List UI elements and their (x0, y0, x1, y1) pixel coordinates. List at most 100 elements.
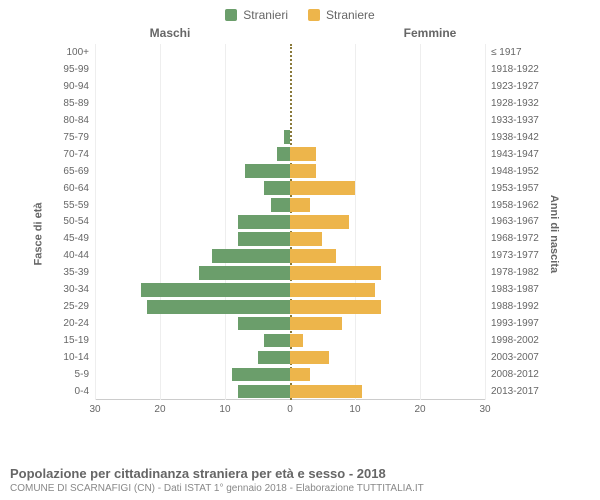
birth-year-label: 1988-1992 (485, 301, 539, 312)
bar-female (290, 317, 342, 331)
bar-male (277, 147, 290, 161)
pyramid-row: 70-741943-1947 (95, 146, 485, 163)
birth-year-label: ≤ 1917 (485, 47, 522, 58)
bar-male (271, 198, 291, 212)
bar-male (264, 334, 290, 348)
bar-female (290, 300, 381, 314)
header-female: Femmine (300, 26, 600, 40)
pyramid-row: 55-591958-1962 (95, 197, 485, 214)
x-tick: 20 (154, 404, 165, 415)
birth-year-label: 1948-1952 (485, 166, 539, 177)
age-label: 5-9 (75, 369, 95, 380)
chart-subtitle: COMUNE DI SCARNAFIGI (CN) - Dati ISTAT 1… (10, 483, 590, 494)
plot-region: 100+≤ 191795-991918-192290-941923-192785… (95, 44, 485, 400)
birth-year-label: 1928-1932 (485, 98, 539, 109)
birth-year-label: 1958-1962 (485, 200, 539, 211)
x-tick: 0 (287, 404, 293, 415)
pyramid-row: 85-891928-1932 (95, 95, 485, 112)
pyramid-row: 90-941923-1927 (95, 78, 485, 95)
age-label: 55-59 (63, 200, 95, 211)
age-label: 40-44 (63, 250, 95, 261)
bar-female (290, 249, 336, 263)
age-label: 50-54 (63, 216, 95, 227)
age-label: 65-69 (63, 166, 95, 177)
birth-year-label: 2003-2007 (485, 352, 539, 363)
birth-year-label: 1993-1997 (485, 318, 539, 329)
birth-year-label: 1923-1927 (485, 81, 539, 92)
bar-female (290, 232, 322, 246)
age-label: 35-39 (63, 267, 95, 278)
age-label: 80-84 (63, 115, 95, 126)
chart-area: Fasce di età Anni di nascita 100+≤ 19179… (55, 44, 545, 424)
bar-female (290, 266, 381, 280)
y-axis-label-left: Fasce di età (32, 203, 44, 266)
bar-male (232, 368, 291, 382)
bar-male (245, 164, 291, 178)
age-label: 70-74 (63, 149, 95, 160)
age-label: 85-89 (63, 98, 95, 109)
pyramid-row: 65-691948-1952 (95, 163, 485, 180)
legend-swatch-male (225, 9, 237, 21)
legend-swatch-female (308, 9, 320, 21)
pyramid-row: 100+≤ 1917 (95, 44, 485, 61)
x-tick: 30 (89, 404, 100, 415)
birth-year-label: 1983-1987 (485, 284, 539, 295)
bar-female (290, 181, 355, 195)
bar-male (238, 215, 290, 229)
pyramid-row: 60-641953-1957 (95, 180, 485, 197)
pyramid-row: 80-841933-1937 (95, 112, 485, 129)
x-tick: 10 (219, 404, 230, 415)
pyramid-row: 0-42013-2017 (95, 383, 485, 400)
pyramid-row: 15-191998-2002 (95, 332, 485, 349)
bar-male (238, 317, 290, 331)
bar-male (141, 283, 290, 297)
bar-male (147, 300, 290, 314)
bar-female (290, 164, 316, 178)
bar-male (199, 266, 290, 280)
y-axis-label-right: Anni di nascita (548, 195, 560, 273)
x-tick: 20 (414, 404, 425, 415)
bar-male (258, 351, 290, 365)
bar-female (290, 351, 329, 365)
birth-year-label: 1918-1922 (485, 64, 539, 75)
birth-year-label: 1953-1957 (485, 183, 539, 194)
birth-year-label: 1973-1977 (485, 250, 539, 261)
age-label: 100+ (66, 47, 95, 58)
pyramid-row: 45-491968-1972 (95, 230, 485, 247)
pyramid-row: 40-441973-1977 (95, 247, 485, 264)
pyramid-row: 25-291988-1992 (95, 298, 485, 315)
age-label: 25-29 (63, 301, 95, 312)
age-label: 45-49 (63, 233, 95, 244)
age-label: 10-14 (63, 352, 95, 363)
pyramid-row: 50-541963-1967 (95, 214, 485, 231)
bar-female (290, 147, 316, 161)
bar-female (290, 368, 310, 382)
pyramid-row: 75-791938-1942 (95, 129, 485, 146)
chart-title: Popolazione per cittadinanza straniera p… (10, 466, 590, 481)
pyramid-row: 20-241993-1997 (95, 315, 485, 332)
birth-year-label: 1978-1982 (485, 267, 539, 278)
bar-male (238, 385, 290, 399)
x-axis: 3020100102030 (95, 400, 485, 424)
pyramid-row: 5-92008-2012 (95, 366, 485, 383)
bar-female (290, 385, 362, 399)
x-tick: 10 (349, 404, 360, 415)
chart-footer: Popolazione per cittadinanza straniera p… (10, 466, 590, 494)
pyramid-row: 10-142003-2007 (95, 349, 485, 366)
legend-label-female: Straniere (326, 8, 375, 22)
bar-female (290, 334, 303, 348)
birth-year-label: 1963-1967 (485, 216, 539, 227)
legend-item-male: Stranieri (225, 8, 288, 22)
birth-year-label: 1968-1972 (485, 233, 539, 244)
pyramid-row: 95-991918-1922 (95, 61, 485, 78)
age-label: 60-64 (63, 183, 95, 194)
birth-year-label: 1998-2002 (485, 335, 539, 346)
age-label: 20-24 (63, 318, 95, 329)
age-label: 15-19 (63, 335, 95, 346)
age-label: 30-34 (63, 284, 95, 295)
birth-year-label: 1938-1942 (485, 132, 539, 143)
age-label: 95-99 (63, 64, 95, 75)
bar-female (290, 215, 349, 229)
birth-year-label: 2013-2017 (485, 386, 539, 397)
birth-year-label: 1933-1937 (485, 115, 539, 126)
